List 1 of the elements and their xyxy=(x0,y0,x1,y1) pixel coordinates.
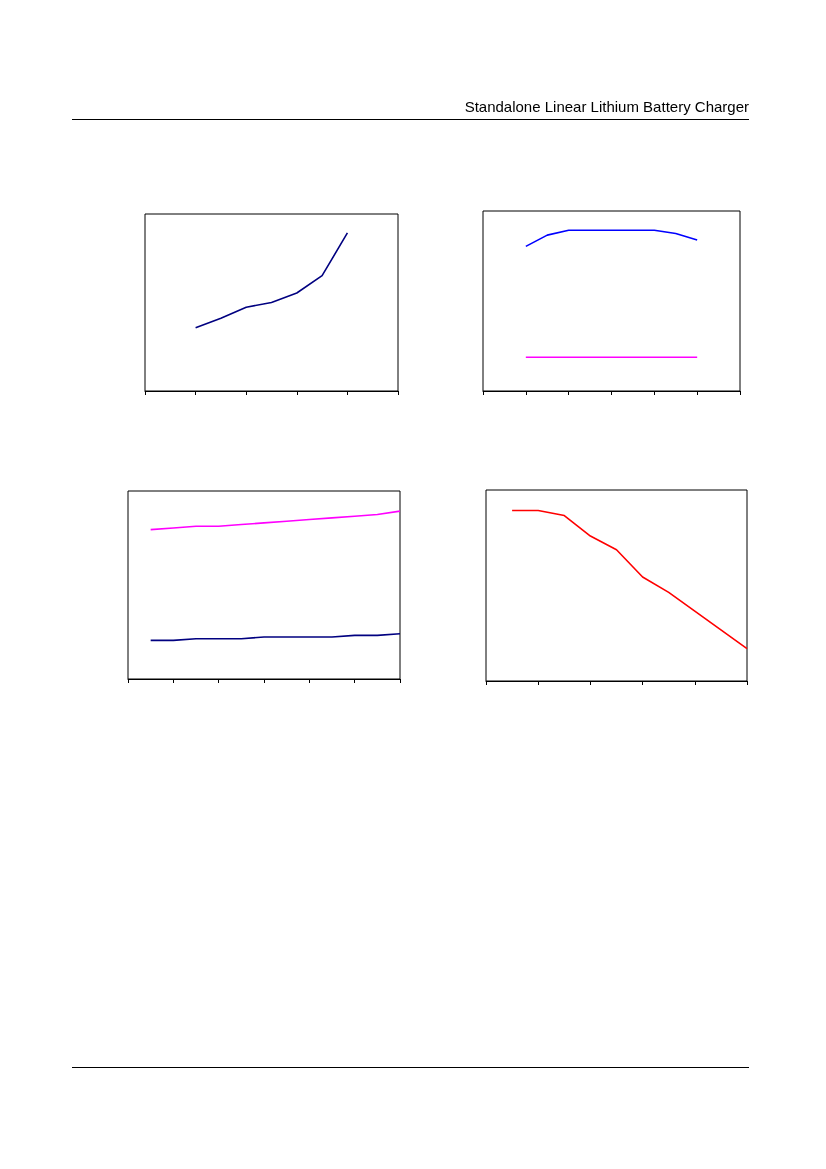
text: Standalone Linear Lithium Battery Charger xyxy=(72,98,749,120)
